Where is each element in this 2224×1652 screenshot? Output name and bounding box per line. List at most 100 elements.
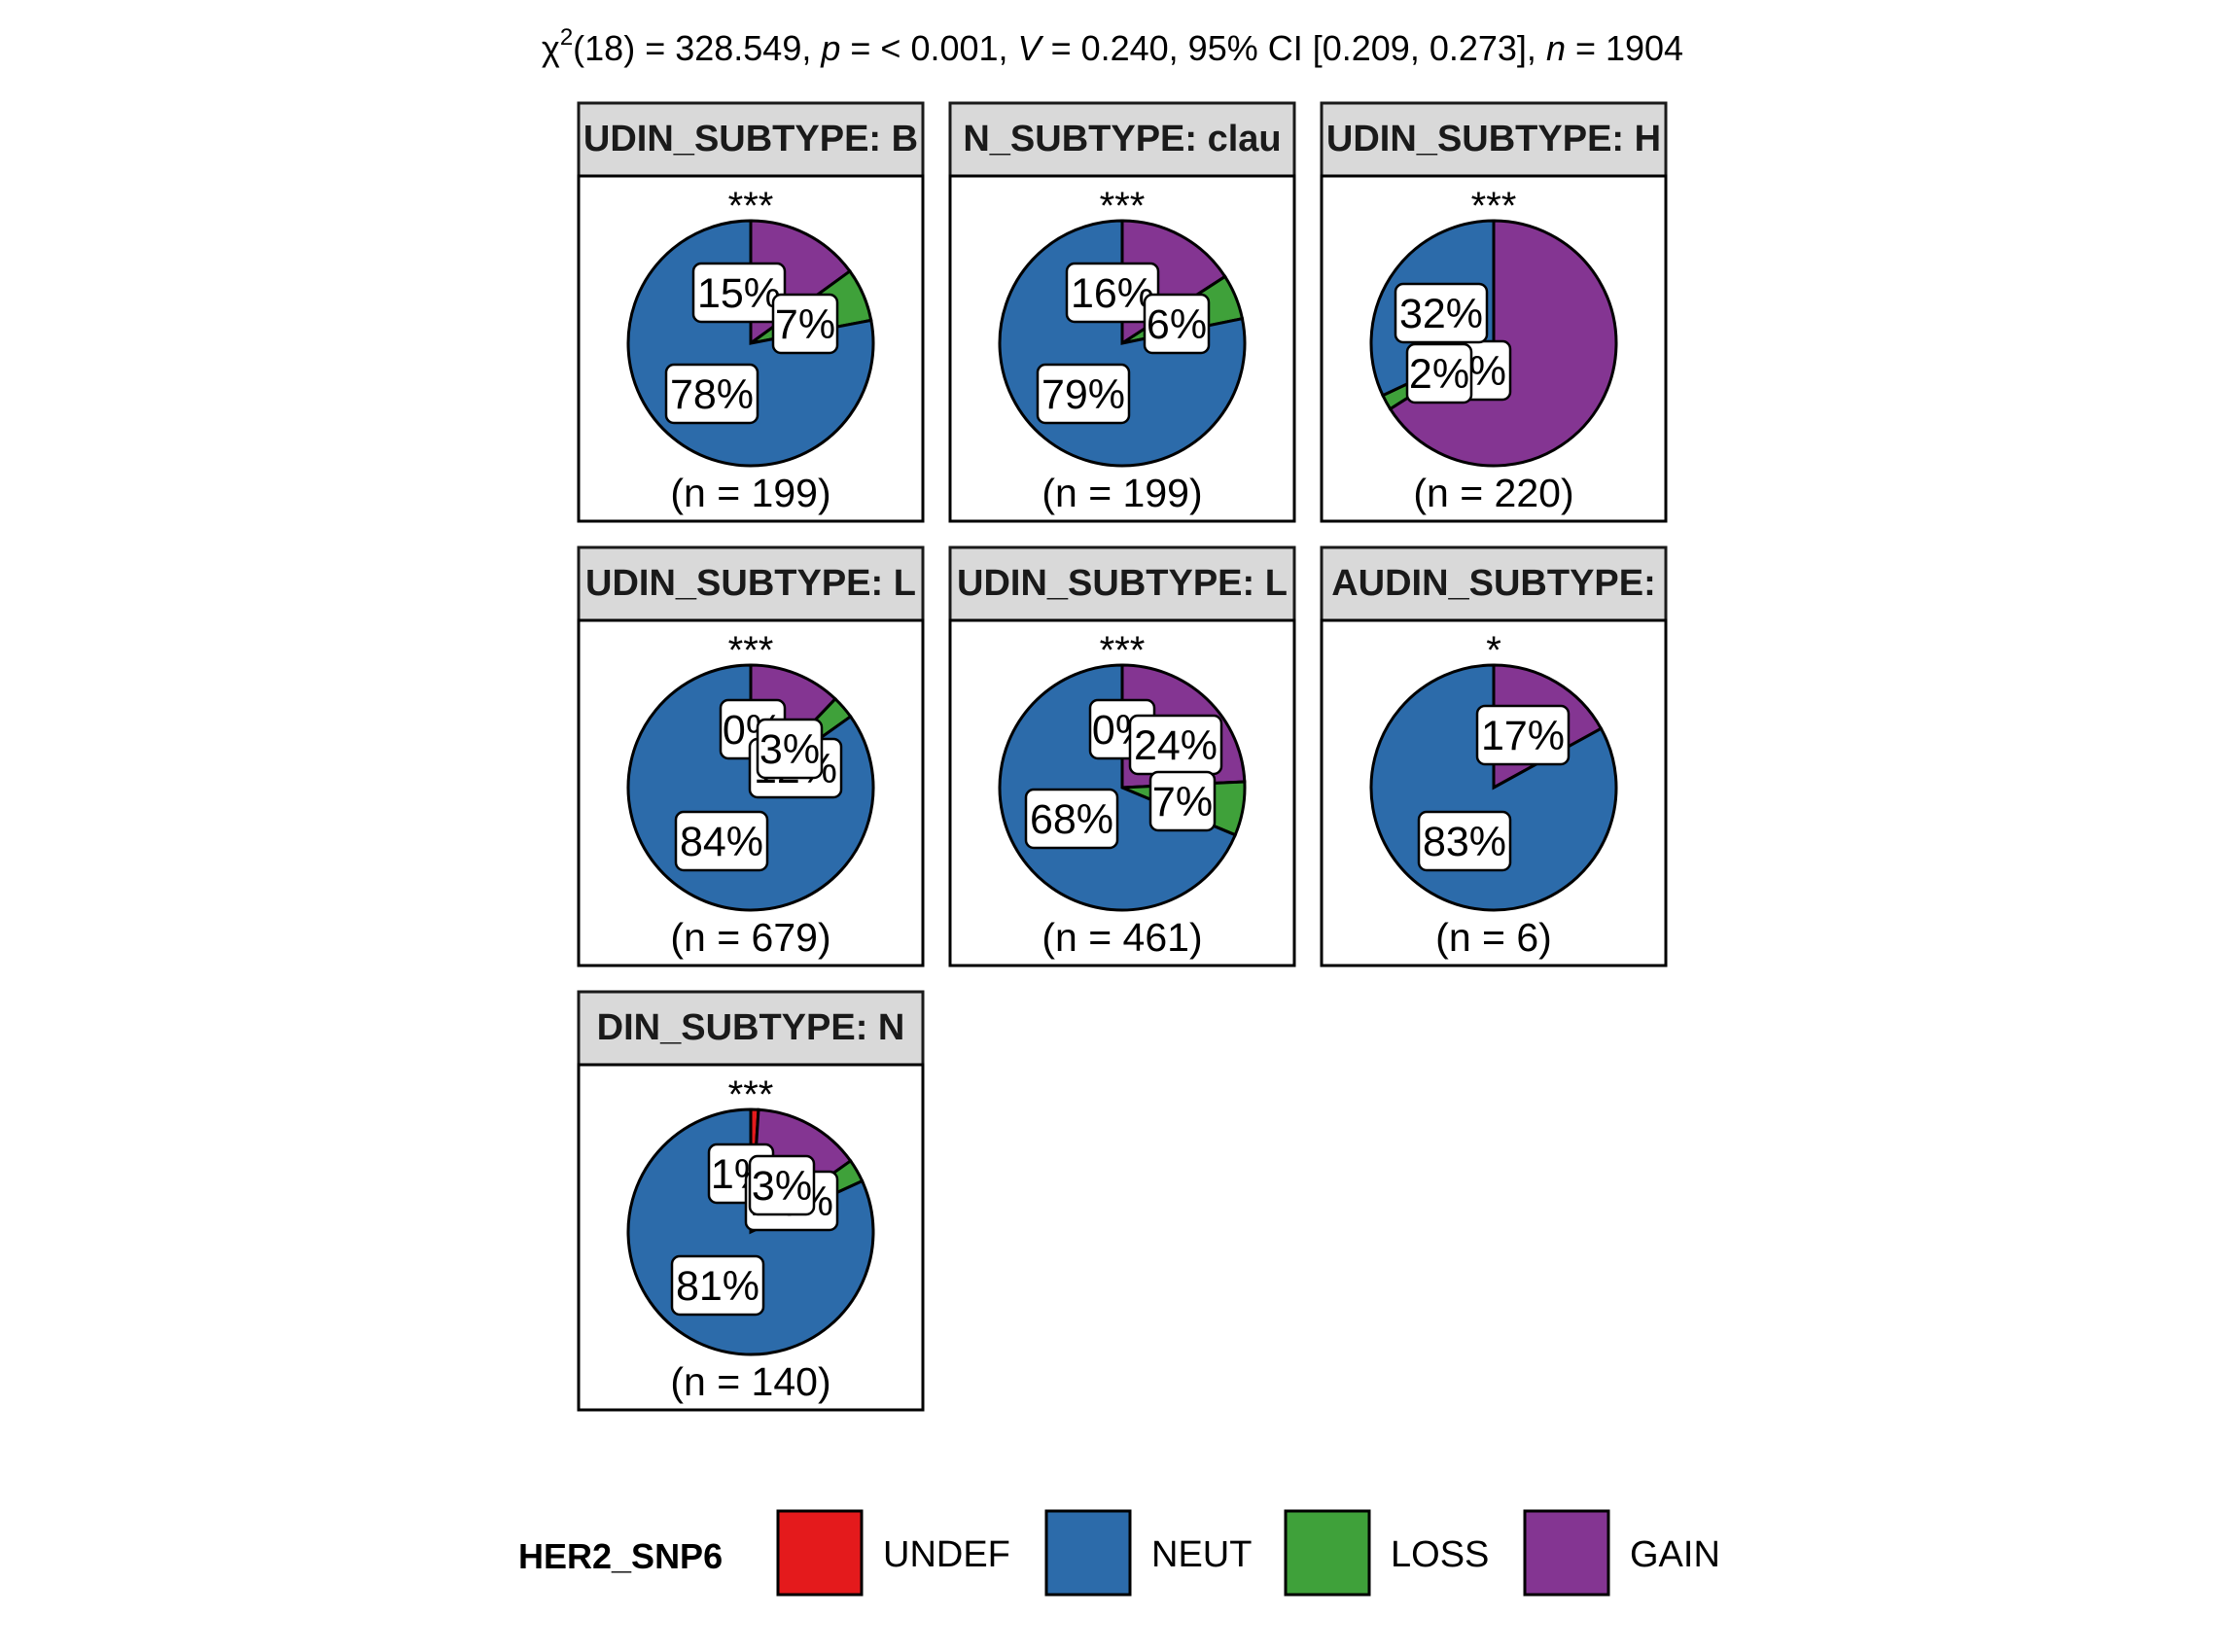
slice-label-text: 78% — [670, 371, 754, 418]
facet-strip-label: UDIN_SUBTYPE: B — [583, 119, 918, 159]
slice-label-box — [1417, 810, 1512, 872]
title-v-symbol: V — [1018, 28, 1044, 68]
facet-panel: DIN_SUBTYPE: N***1%14%3%81%(n = 140) — [577, 990, 925, 1412]
sample-size-label: (n = 220) — [1413, 471, 1573, 515]
title-df: (18) = 328.549, — [573, 28, 821, 68]
sample-size-label: (n = 6) — [1435, 915, 1552, 960]
legend-key — [1284, 1509, 1371, 1597]
facet-strip — [577, 990, 925, 1067]
facet-strip — [1320, 101, 1668, 178]
legend-item-loss: LOSS — [1284, 1509, 1489, 1597]
slice-label: 78% — [664, 363, 759, 425]
slice-label-box — [1065, 262, 1160, 324]
title-p-value: = < 0.001, — [840, 28, 1017, 68]
slice-label-box — [1024, 788, 1119, 850]
slice-label: 79% — [1036, 363, 1131, 425]
slice-label-text: 83% — [1423, 819, 1506, 865]
slice-label: 32% — [1394, 282, 1489, 344]
slice-label: 6% — [1143, 293, 1211, 355]
slice-label-box — [674, 810, 769, 872]
slice-label-box — [1148, 770, 1217, 832]
facet-strip — [577, 101, 925, 178]
sample-size-label: (n = 679) — [670, 915, 830, 960]
facet-strip-label: N_SUBTYPE: clau — [963, 119, 1281, 159]
facet-strip-label: AUDIN_SUBTYPE: — [1331, 563, 1656, 604]
slice-label: 7% — [771, 293, 839, 355]
slice-label-text: 7% — [775, 301, 835, 348]
slice-label-text: 24% — [1134, 722, 1218, 769]
facet-strip — [948, 101, 1296, 178]
slice-label-box — [691, 262, 787, 324]
slice-label-text: 84% — [680, 819, 763, 865]
slice-label-box — [1475, 704, 1571, 766]
slice-label-text: 15% — [697, 270, 781, 317]
facet-panels: UDIN_SUBTYPE: B***15%7%78%(n = 199)N_SUB… — [577, 101, 1668, 1412]
slice-label-box — [664, 363, 759, 425]
title-p-symbol: p — [820, 28, 840, 68]
facet-strip — [577, 545, 925, 622]
legend-label: GAIN — [1630, 1534, 1720, 1575]
slice-label: 17% — [1475, 704, 1571, 766]
slice-label-text: 79% — [1041, 371, 1125, 418]
slice-label: 7% — [1148, 770, 1217, 832]
legend-key — [1044, 1509, 1132, 1597]
chart-title: χ2(18) = 328.549, p = < 0.001, V = 0.240… — [542, 24, 1683, 68]
facet-panel: UDIN_SUBTYPE: H***66%2%32%(n = 220) — [1320, 101, 1668, 523]
title-n-value: = 1904 — [1566, 28, 1683, 68]
slice-label-box — [756, 718, 824, 780]
slice-label-text: 17% — [1481, 713, 1565, 759]
slice-label-text: 3% — [752, 1163, 812, 1210]
slice-label: 81% — [670, 1254, 765, 1317]
slice-label-text: 7% — [1152, 779, 1213, 826]
facet-strip — [948, 545, 1296, 622]
legend-item-undef: UNDEF — [776, 1509, 1010, 1597]
slice-label: 15% — [691, 262, 787, 324]
facet-strip-label: UDIN_SUBTYPE: L — [585, 563, 916, 604]
legend: HER2_SNP6 UNDEF NEUT LOSS GAIN — [518, 1509, 1720, 1597]
slice-label: 83% — [1417, 810, 1512, 872]
facet-strip — [1320, 545, 1668, 622]
slice-label: 3% — [748, 1154, 816, 1216]
title-v-value: = 0.240, 95% CI [0.209, 0.273], — [1041, 28, 1546, 68]
sample-size-label: (n = 140) — [670, 1359, 830, 1404]
slice-label-box — [1143, 293, 1211, 355]
legend-label: NEUT — [1151, 1534, 1252, 1575]
facet-strip-label: UDIN_SUBTYPE: L — [957, 563, 1288, 604]
legend-item-neut: NEUT — [1044, 1509, 1252, 1597]
sample-size-label: (n = 461) — [1041, 915, 1202, 960]
slice-label: 68% — [1024, 788, 1119, 850]
sample-size-label: (n = 199) — [1041, 471, 1202, 515]
title-chi: χ — [542, 28, 560, 68]
facet-panel: UDIN_SUBTYPE: B***15%7%78%(n = 199) — [577, 101, 925, 523]
facet-strip-label: DIN_SUBTYPE: N — [597, 1007, 905, 1048]
facet-panel: AUDIN_SUBTYPE: * 17% 83% (n = 6) — [1320, 545, 1668, 967]
sample-size-label: (n = 199) — [670, 471, 830, 515]
slice-label-text: 6% — [1147, 301, 1207, 348]
slice-label-box — [1036, 363, 1131, 425]
slice-label-text: 3% — [759, 726, 820, 773]
slice-label-box — [1394, 282, 1489, 344]
facet-strip-label: UDIN_SUBTYPE: H — [1326, 119, 1661, 159]
legend-label: UNDEF — [883, 1534, 1010, 1575]
slice-label-text: 68% — [1030, 796, 1113, 843]
legend-items: UNDEF NEUT LOSS GAIN — [776, 1509, 1720, 1597]
slice-label: 24% — [1128, 714, 1223, 776]
title-n-symbol: n — [1546, 28, 1566, 68]
legend-key — [1523, 1509, 1610, 1597]
significance-label: * — [1486, 629, 1501, 672]
legend-key — [776, 1509, 864, 1597]
legend-item-gain: GAIN — [1523, 1509, 1720, 1597]
slice-label-box — [771, 293, 839, 355]
slice-label-box — [748, 1154, 816, 1216]
legend-label: LOSS — [1391, 1534, 1489, 1575]
slice-label-box — [1405, 342, 1473, 404]
slice-label-box — [670, 1254, 765, 1317]
slice-label-text: 16% — [1071, 270, 1154, 317]
facet-panel: UDIN_SUBTYPE: L***0%24%7%68%(n = 461) — [948, 545, 1296, 967]
slice-label: 3% — [756, 718, 824, 780]
facet-panel: UDIN_SUBTYPE: L***0%12%3%84%(n = 679) — [577, 545, 925, 967]
legend-title: HER2_SNP6 — [518, 1536, 723, 1576]
slice-label-text: 81% — [676, 1263, 759, 1310]
slice-label: 16% — [1065, 262, 1160, 324]
